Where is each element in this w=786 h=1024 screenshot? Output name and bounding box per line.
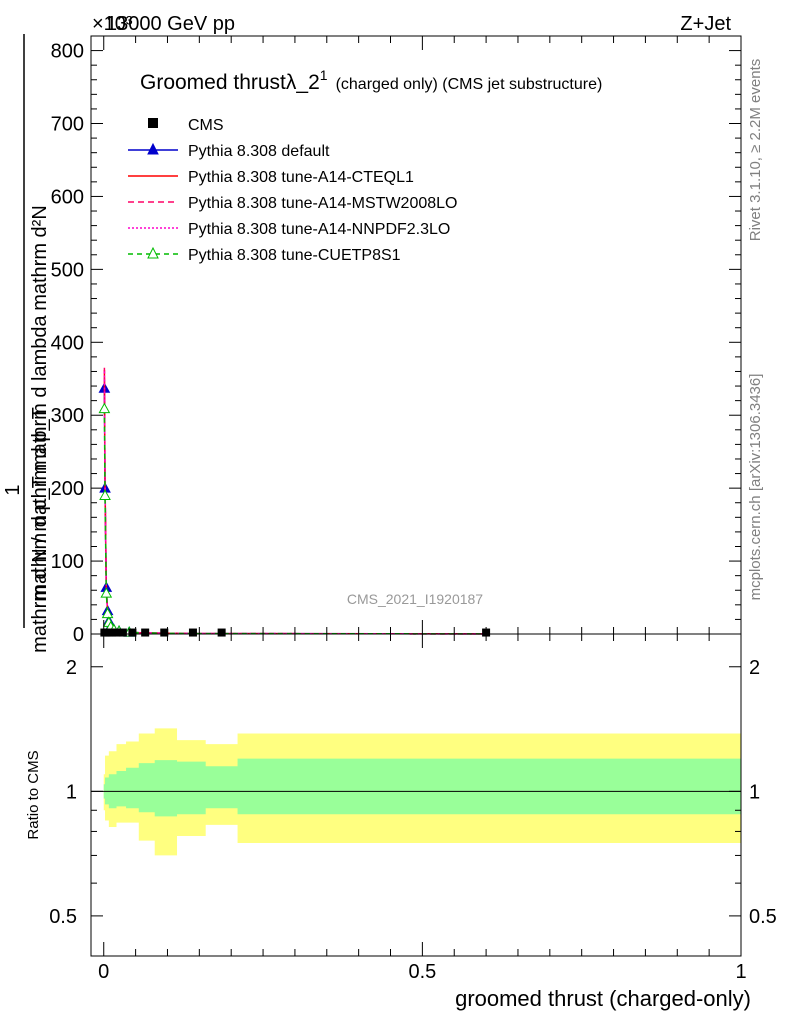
ratio-tick-label: 2	[66, 657, 77, 679]
x-tick-label: 1	[735, 961, 746, 983]
legend-label: Pythia 8.308 tune-A14-NNPDF2.3LO	[188, 221, 450, 238]
rivet-label: Rivet 3.1.10, ≥ 2.2M events	[747, 59, 764, 242]
x-axis-label: groomed thrust (charged-only)	[455, 986, 751, 1011]
legend-item: Pythia 8.308 tune-A14-MSTW2008LO	[128, 195, 457, 212]
cms-point	[112, 628, 121, 637]
series-point	[100, 587, 113, 598]
legend-item: CMS	[148, 117, 224, 134]
legend-marker	[147, 246, 159, 259]
y-tick-label: 400	[51, 332, 84, 354]
ratio-panel: 0.5 0.51 12 2 0 0.5 1	[49, 36, 777, 983]
y-tick-label: 600	[51, 186, 84, 208]
y-tick-label: 0	[73, 624, 84, 646]
ratio-tick-label: 1	[66, 781, 77, 803]
ratio-band	[103, 758, 741, 817]
y-tick-label: 700	[51, 114, 84, 136]
analysis-id: CMS_2021_I1920187	[347, 591, 483, 607]
ylabel-numerator: mathrm d²N	[29, 205, 51, 311]
main-y-label: mathrm d²N mathrm d p_T mathrm d lambda …	[2, 34, 51, 653]
header-right: Z+Jet	[680, 13, 731, 35]
ratio-tick-label-right: 1	[749, 781, 760, 803]
ratio-tick-label-right: 0.5	[749, 906, 777, 928]
y-tick-label: 100	[51, 551, 84, 573]
y-tick-label: 500	[51, 259, 84, 281]
main-y-axis: 0 100 200 300 400 500 600 700 800	[51, 41, 741, 646]
ratio-frame	[90, 633, 742, 957]
legend-label: Pythia 8.308 tune-CUETP8S1	[188, 247, 401, 264]
legend-item: Pythia 8.308 default	[128, 142, 330, 160]
ratio-tick-label-right: 2	[749, 657, 760, 679]
legend-marker	[147, 142, 159, 155]
ratio-bands	[103, 728, 741, 856]
ylabel-denominator: mathrm d N / mathrm d p_T	[29, 407, 51, 653]
ratio-tick-label: 0.5	[49, 906, 77, 928]
y-tick-label: 200	[51, 478, 84, 500]
legend-marker	[148, 118, 158, 128]
mcplots-label: mcplots.cern.ch [arXiv:1306.3436]	[747, 374, 764, 601]
legend-label: CMS	[188, 117, 224, 134]
legend-label: Pythia 8.308 tune-A14-CTEQL1	[188, 169, 414, 186]
x-tick-label: 0.5	[408, 961, 436, 983]
series-point	[98, 402, 111, 414]
cms-point	[217, 628, 226, 637]
legend-item: Pythia 8.308 tune-A14-NNPDF2.3LO	[128, 221, 450, 238]
cms-point	[118, 628, 127, 637]
legend-label: Pythia 8.308 tune-A14-MSTW2008LO	[188, 195, 457, 212]
ratio-y-axis: 0.5 0.5 1 1 2 2	[49, 657, 777, 928]
cms-point	[188, 628, 197, 637]
ylabel-one: 1	[2, 484, 24, 495]
cms-point	[128, 628, 137, 637]
chart-title-main: Groomed thrustλ_2	[140, 71, 320, 94]
y-tick-label: 800	[51, 41, 84, 63]
x-tick-label: 0	[98, 961, 109, 983]
header-left: 13000 GeV pp	[106, 13, 235, 35]
y-tick-label: 300	[51, 405, 84, 427]
chart-title: Groomed thrustλ_21 (charged only) (CMS je…	[140, 67, 602, 94]
ylabel-numerator-sub: mathrm d p_T mathrm d lambda	[29, 314, 51, 600]
ratio-ylabel: Ratio to CMS	[25, 750, 42, 839]
cms-point	[160, 628, 169, 637]
cms-point	[108, 628, 117, 637]
cms-point	[141, 628, 150, 637]
chart-title-sup: 1	[320, 67, 328, 83]
legend: CMS Pythia 8.308 default Pythia 8.308 tune…	[128, 117, 457, 264]
legend-item: Pythia 8.308 tune-A14-CTEQL1	[128, 169, 414, 186]
multiplier-label: ×10³	[92, 13, 133, 35]
series-point	[99, 489, 111, 500]
series-point	[101, 607, 114, 619]
legend-item: Pythia 8.308 tune-CUETP8S1	[128, 246, 401, 264]
legend-label: Pythia 8.308 default	[188, 143, 330, 160]
x-axis: 0 0.5 1	[98, 36, 747, 983]
chart-title-rest: (charged only) (CMS jet substructure)	[336, 76, 603, 93]
